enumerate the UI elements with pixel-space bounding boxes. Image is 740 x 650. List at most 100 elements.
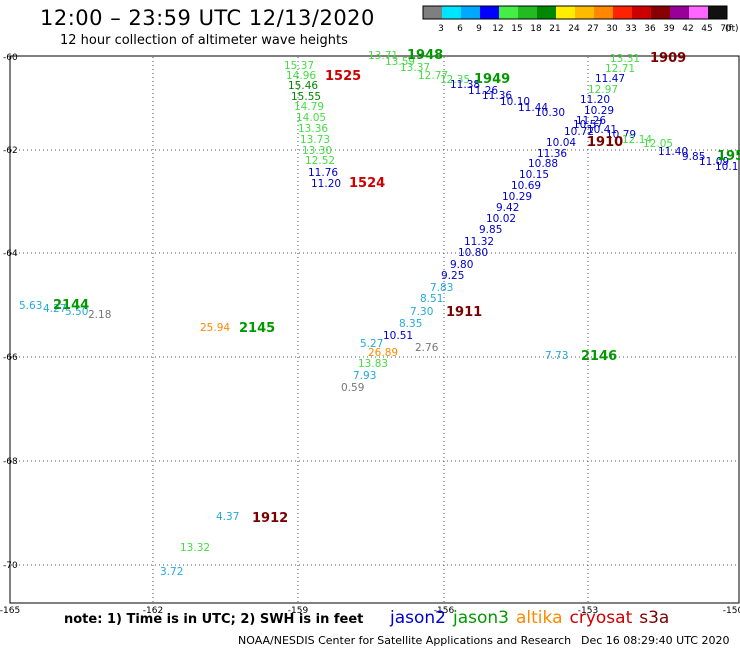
scale-tick-label: 36 [644, 24, 656, 34]
pass-time-label: 195 [717, 149, 740, 164]
wave-height-label: 10.02 [486, 213, 516, 225]
pass-time-label: 1911 [446, 305, 482, 320]
scale-tick-label: 3 [438, 24, 444, 34]
wave-height-label: 11.38 [450, 79, 480, 91]
lat-tick-label: -62 [3, 146, 18, 156]
wave-height-label: 9.85 [682, 151, 705, 163]
wave-height-label: 11.26 [468, 85, 498, 97]
wave-height-label: 10.51 [383, 330, 413, 342]
scale-tick-label: 33 [625, 24, 636, 34]
scale-border [422, 5, 728, 20]
lon-tick-label: -165 [0, 606, 20, 616]
scale-tick-label: 30 [606, 24, 618, 34]
wave-height-label: 15.55 [291, 91, 321, 103]
scale-swatch [689, 6, 708, 19]
scale-tick-label: 18 [530, 24, 542, 34]
wave-height-label: 11.76 [308, 167, 338, 179]
wave-height-label: 10.1 [715, 161, 738, 173]
legend-cryosat: cryosat [569, 608, 633, 628]
scale-swatch [632, 6, 651, 19]
scale-swatch [461, 6, 480, 19]
wave-height-label: 11.40 [658, 146, 688, 158]
wave-height-label: 12.52 [305, 155, 335, 167]
scale-swatch [613, 6, 632, 19]
pass-time-label: 2145 [239, 321, 275, 336]
scale-swatch [651, 6, 670, 19]
legend-s3a: s3a [639, 608, 670, 628]
footer-timestamp: Dec 16 08:29:40 UTC 2020 [581, 634, 730, 647]
wave-height-label: 8.51 [420, 293, 443, 305]
pass-time-label: 1909 [650, 51, 686, 66]
scale-tick-label: 24 [568, 24, 580, 34]
wave-height-label: 10.79 [606, 129, 636, 141]
scale-tick-label: 27 [587, 24, 598, 34]
scale-tick-label: 15 [511, 24, 522, 34]
wave-height-label: 7.73 [545, 350, 568, 362]
lon-tick-label: -162 [143, 606, 163, 616]
wave-height-label: 13.83 [358, 358, 388, 370]
lat-tick-label: -68 [3, 457, 18, 467]
wave-height-label: 11.32 [464, 236, 494, 248]
wave-height-label: 25.94 [200, 322, 230, 334]
wave-height-label: 12.05 [643, 138, 673, 150]
scale-tick-label: 12 [492, 24, 503, 34]
wave-height-label: 9.25 [441, 270, 464, 282]
wave-height-label: 14.05 [296, 112, 326, 124]
lon-tick-label: -150 [723, 606, 740, 616]
latitude-ticks: -60 -62 -64 -66 -68 -70 [3, 53, 18, 571]
legend-jason3: jason3 [453, 608, 509, 628]
wave-height-label: 2.76 [415, 342, 439, 354]
wave-height-label: 26.89 [368, 347, 398, 359]
lon-tick-label: -153 [578, 606, 598, 616]
map-title: 12:00 – 23:59 UTC 12/13/2020 [40, 6, 375, 30]
wave-height-label: 10.04 [546, 137, 576, 149]
wave-height-label: 12.14 [622, 134, 652, 146]
scale-tick-label: 9 [476, 24, 482, 34]
footer-credit: NOAA/NESDIS Center for Satellite Applica… [238, 634, 572, 647]
wave-height-labels: 15.3714.9615.4615.5514.7914.0513.3613.73… [19, 50, 738, 578]
pass-time-label: 1948 [407, 48, 443, 63]
wave-height-label: 13.71 [368, 50, 398, 62]
scale-swatch [442, 6, 461, 19]
wave-height-label: 13.30 [302, 145, 332, 157]
lat-lon-grid [11, 57, 738, 602]
wave-height-label: 13.31 [610, 53, 640, 65]
wave-height-label: 8.35 [399, 318, 422, 330]
scale-unit: (ft) [725, 24, 739, 34]
lat-tick-label: -66 [3, 353, 18, 363]
wave-height-label: 10.88 [528, 158, 558, 170]
pass-time-label: 1949 [474, 72, 510, 87]
wave-height-label: 11.36 [482, 90, 512, 102]
wave-height-label: 4.37 [216, 511, 239, 523]
wave-height-label: 11.26 [576, 115, 606, 127]
scale-tick-label: 21 [549, 24, 560, 34]
wave-height-label: 11.47 [595, 73, 625, 85]
wave-height-label: 12.97 [588, 84, 618, 96]
wave-height-label: 10.57 [573, 119, 603, 131]
pass-time-label: 1912 [252, 511, 288, 526]
wave-height-label: 10.30 [535, 107, 565, 119]
wave-height-label: 15.37 [284, 60, 314, 72]
wave-height-label: 0.59 [341, 382, 364, 394]
wave-height-label: 10.69 [511, 180, 541, 192]
wave-height-label: 9.42 [496, 202, 519, 214]
wave-height-label: 12.77 [418, 70, 448, 82]
wave-height-label: 12.71 [605, 63, 635, 75]
wave-height-label: 10.80 [458, 247, 488, 259]
wave-height-label: 14.79 [294, 101, 324, 113]
color-scale-legend: 3 6 9 12 15 18 21 24 27 30 33 36 39 42 45 70(ft) [422, 5, 739, 34]
lon-tick-label: -156 [434, 606, 455, 616]
wave-height-label: 10.29 [584, 105, 614, 117]
map-note: note: 1) Time is in UTC; 2) SWH is in fe… [64, 612, 364, 627]
wave-height-label: 7.83 [430, 282, 453, 294]
wave-height-label: 12.35 [440, 74, 470, 86]
lat-tick-label: -64 [3, 249, 18, 259]
pass-time-label: 2144 [53, 298, 89, 313]
lon-tick-label: -159 [288, 606, 309, 616]
wave-height-label: 3.72 [160, 566, 183, 578]
wave-height-label: 10.10 [500, 96, 530, 108]
scale-swatch [594, 6, 613, 19]
scale-swatch [499, 6, 518, 19]
wave-height-label: 13.32 [180, 542, 210, 554]
